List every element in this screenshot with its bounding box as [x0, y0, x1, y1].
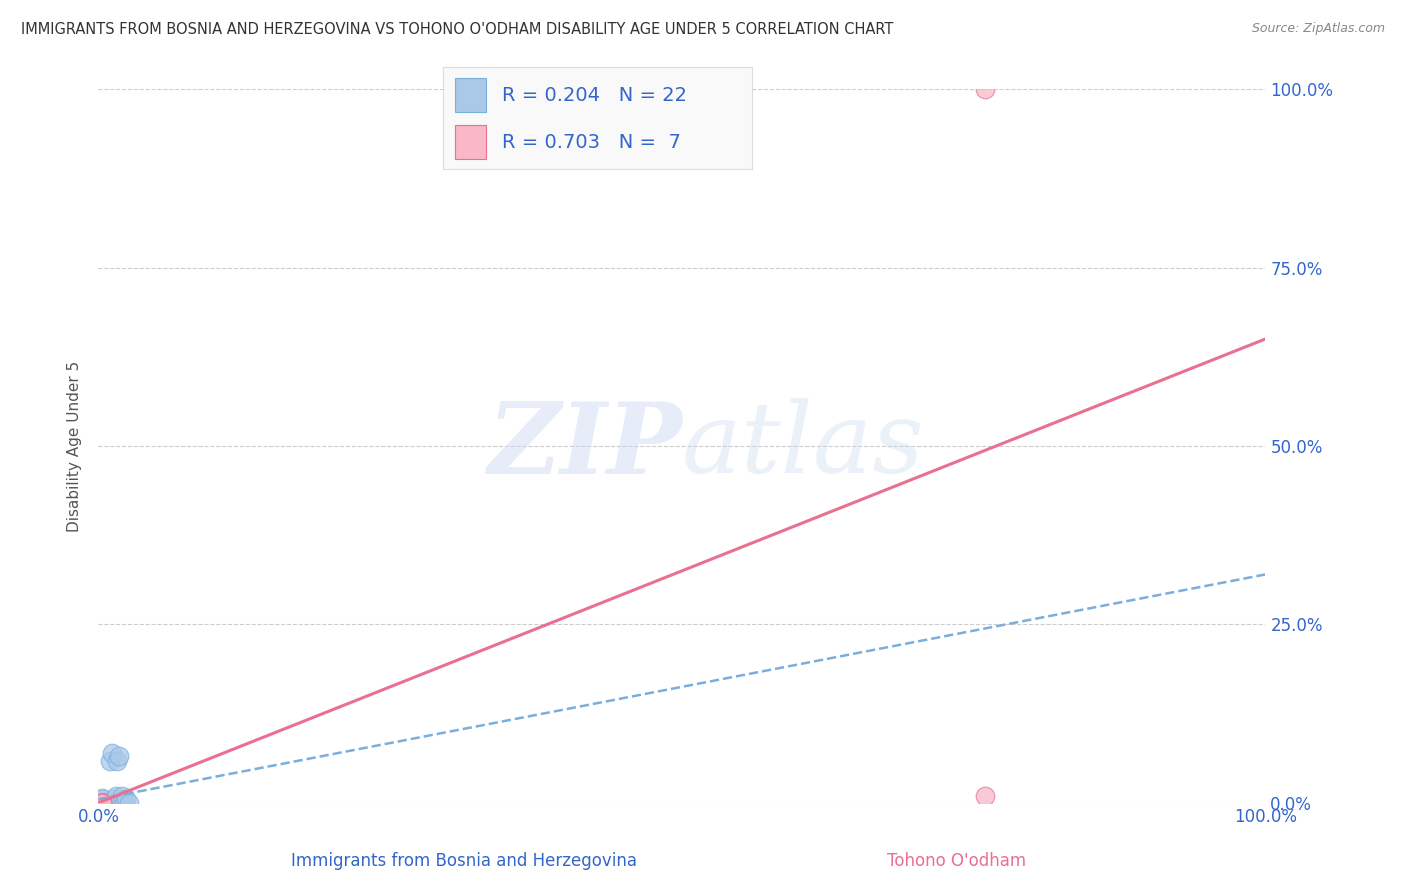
Point: [101, 746, 124, 760]
Point: [91, 796, 114, 810]
Point: [90, 796, 112, 810]
Point: [90, 796, 112, 810]
Text: Immigrants from Bosnia and Herzegovina: Immigrants from Bosnia and Herzegovina: [291, 852, 637, 870]
Point: [112, 796, 135, 810]
Point: [90, 790, 112, 805]
Text: R = 0.204   N = 22: R = 0.204 N = 22: [502, 86, 686, 104]
Point: [115, 792, 138, 806]
Point: [974, 789, 997, 803]
Point: [111, 789, 134, 803]
Point: [90, 796, 112, 810]
Point: [94, 796, 117, 810]
Text: IMMIGRANTS FROM BOSNIA AND HERZEGOVINA VS TOHONO O'ODHAM DISABILITY AGE UNDER 5 : IMMIGRANTS FROM BOSNIA AND HERZEGOVINA V…: [21, 22, 893, 37]
Point: [90, 792, 112, 806]
Point: [90, 796, 112, 810]
Text: R = 0.703   N =  7: R = 0.703 N = 7: [502, 133, 681, 152]
Point: [974, 82, 997, 96]
Point: [104, 789, 127, 803]
Y-axis label: Disability Age Under 5: Disability Age Under 5: [67, 360, 83, 532]
Point: [90, 796, 112, 810]
Text: Tohono O'odham: Tohono O'odham: [887, 852, 1025, 870]
Point: [90, 796, 112, 810]
Point: [105, 755, 128, 769]
Point: [93, 796, 115, 810]
Bar: [456, 78, 486, 112]
Point: [90, 796, 112, 810]
Point: [90, 796, 112, 810]
Bar: [456, 126, 486, 159]
Point: [90, 796, 112, 810]
Point: [108, 749, 131, 764]
Point: [90, 796, 112, 810]
Point: [118, 796, 141, 810]
Point: [98, 755, 121, 769]
Text: ZIP: ZIP: [486, 398, 682, 494]
Text: atlas: atlas: [682, 399, 925, 493]
Text: Source: ZipAtlas.com: Source: ZipAtlas.com: [1251, 22, 1385, 36]
Point: [96, 796, 118, 810]
Point: [103, 792, 125, 806]
Point: [90, 796, 112, 810]
